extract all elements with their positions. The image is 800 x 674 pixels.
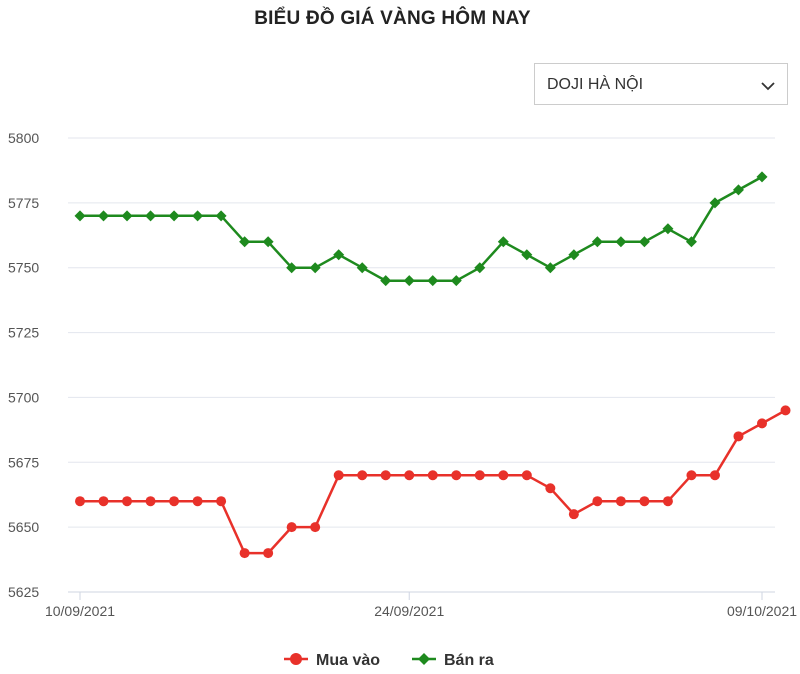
data-point — [709, 470, 720, 481]
data-point — [309, 262, 321, 274]
data-point — [780, 405, 791, 416]
data-point — [75, 496, 85, 507]
data-point — [122, 496, 133, 507]
data-point — [568, 509, 579, 520]
data-point — [404, 470, 415, 481]
data-point — [333, 249, 345, 261]
data-point — [168, 210, 180, 222]
y-tick-label: 5750 — [8, 260, 39, 276]
data-point — [333, 470, 344, 481]
data-point — [145, 496, 156, 507]
series-line — [80, 409, 787, 555]
data-point — [380, 470, 391, 481]
chart-title: BIỂU ĐỒ GIÁ VÀNG HÔM NAY — [254, 8, 531, 29]
data-point — [592, 496, 603, 507]
data-point — [451, 470, 462, 481]
x-tick-label: 09/10/2021 — [727, 603, 797, 619]
data-point — [310, 522, 321, 533]
data-point — [356, 262, 368, 274]
data-point — [757, 418, 767, 429]
data-point — [474, 262, 486, 274]
data-point — [662, 223, 674, 235]
data-point — [732, 184, 744, 196]
data-point — [357, 470, 368, 481]
gold-source-select[interactable]: DOJI HÀ NỘI — [534, 63, 788, 105]
data-point — [169, 496, 180, 507]
data-point — [262, 236, 274, 248]
data-point — [615, 236, 627, 248]
series-layer — [74, 171, 791, 559]
grid-lines — [68, 137, 775, 593]
data-point — [239, 548, 250, 559]
data-point — [145, 210, 157, 222]
data-point — [74, 210, 86, 222]
data-point — [545, 483, 556, 494]
data-point — [686, 470, 697, 481]
data-point — [615, 496, 626, 507]
data-point — [497, 236, 509, 248]
data-point — [98, 210, 110, 222]
data-point — [662, 496, 673, 507]
y-tick-label: 5700 — [8, 389, 39, 405]
data-point — [286, 262, 298, 274]
data-point — [591, 236, 603, 248]
data-point — [544, 262, 556, 274]
data-point — [427, 470, 438, 481]
data-point — [286, 522, 297, 533]
x-tick-label: 24/09/2021 — [374, 603, 444, 619]
data-point — [639, 496, 650, 507]
data-point — [638, 236, 650, 248]
data-point — [733, 431, 744, 442]
legend: Mua vào Bán ra — [284, 652, 494, 669]
legend-label: Mua vào — [316, 652, 380, 669]
y-tick-label: 5775 — [8, 195, 39, 211]
data-point — [216, 496, 227, 507]
chevron-down-icon — [761, 78, 775, 96]
data-point — [192, 496, 203, 507]
data-point — [215, 210, 227, 222]
data-point — [521, 249, 533, 261]
data-point — [474, 470, 485, 481]
data-point — [450, 275, 462, 287]
data-point — [380, 275, 392, 287]
selected-source-label: DOJI HÀ NỘI — [547, 76, 644, 93]
y-tick-label: 5675 — [8, 454, 39, 470]
data-point — [263, 548, 274, 559]
series-line — [80, 175, 763, 282]
data-point — [756, 171, 768, 183]
data-point — [239, 236, 251, 248]
x-tick-label: 10/09/2021 — [45, 603, 115, 619]
data-point — [192, 210, 204, 222]
data-point — [98, 496, 109, 507]
legend-label: Bán ra — [444, 652, 494, 669]
data-point — [427, 275, 439, 287]
data-point — [121, 210, 133, 222]
y-axis-ticks: 5625 5650 5675 5700 5725 5750 5775 5800 — [8, 130, 39, 600]
y-tick-label: 5725 — [8, 325, 39, 341]
y-tick-label: 5625 — [8, 584, 39, 600]
y-tick-label: 5800 — [8, 130, 39, 146]
data-point — [521, 470, 532, 481]
legend-marker — [290, 653, 302, 665]
data-point — [568, 249, 580, 261]
data-point — [685, 236, 697, 248]
y-tick-label: 5650 — [8, 519, 39, 535]
x-axis-ticks: 10/09/2021 24/09/2021 09/10/2021 — [45, 592, 797, 619]
data-point — [403, 275, 415, 287]
data-point — [709, 197, 721, 209]
legend-marker — [418, 653, 430, 665]
data-point — [498, 470, 509, 481]
